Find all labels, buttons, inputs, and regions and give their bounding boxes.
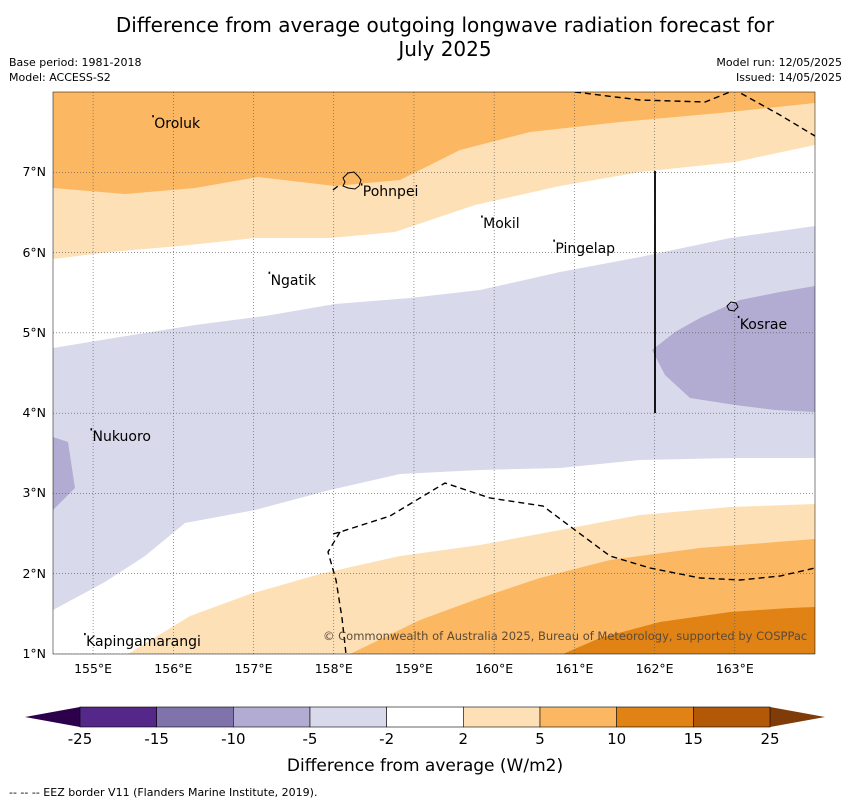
colorbar-tick-label: 5: [535, 730, 545, 748]
longitude-tick-label: 161°E: [555, 661, 594, 676]
colorbar-tick-label: 15: [683, 730, 703, 748]
colorbar-title: Difference from average (W/m2): [286, 756, 564, 776]
eez-border-pohnpei: [332, 185, 339, 191]
longitude-tick-label: 159°E: [394, 661, 433, 676]
place-label-pingelap: Pingelap: [555, 240, 616, 257]
anomaly-band-north-5-10: [53, 92, 815, 194]
colorbar-extend-max: [770, 707, 825, 727]
latitude-tick-label: 3°N: [22, 485, 46, 501]
latitude-tick-label: 7°N: [22, 164, 46, 180]
colorbar-box: [386, 706, 464, 728]
latitude-tick-label: 6°N: [22, 244, 46, 260]
anomaly-field: [53, 92, 815, 654]
issued-label: Issued: 14/05/2025: [735, 71, 842, 84]
place-label-kosrae: Kosrae: [739, 316, 788, 333]
colorbar-tick-label: 25: [760, 730, 780, 748]
place-label-nukuoro: Nukuoro: [92, 429, 151, 446]
anomaly-band-purple-5-2: [53, 226, 815, 610]
colorbar: [25, 706, 825, 728]
place-label-ngatik: Ngatik: [270, 272, 316, 289]
colorbar-box: [463, 706, 541, 728]
colorbar-box: [79, 706, 157, 728]
anomaly-band-south-10-15: [563, 607, 815, 654]
place-label-pohnpei: Pohnpei: [362, 184, 419, 201]
pohnpei-island-outline: [342, 171, 362, 190]
latitude-tick-label: 4°N: [22, 405, 46, 421]
place-marker: [360, 183, 363, 186]
model-run-label: Model run: 12/05/2025: [716, 56, 842, 69]
eez-borders: [327, 92, 815, 654]
model-label: Model: ACCESS-S2: [9, 71, 111, 84]
place-marker: [737, 315, 740, 319]
place-marker: [481, 215, 483, 218]
copyright-notice: © Commonwealth of Australia 2025, Bureau…: [323, 629, 808, 643]
colorbar-tick-label: -15: [144, 730, 169, 748]
chart-title-line-1: Difference from average outgoing longwav…: [115, 13, 775, 37]
colorbar-tick-label: -2: [379, 730, 395, 748]
latitude-tick-label: 1°N: [22, 646, 46, 661]
colorbar-box: [616, 706, 694, 728]
eez-border-north: [574, 92, 815, 137]
eez-border-south-west: [327, 531, 347, 654]
base-period-label: Base period: 1981-2018: [9, 56, 142, 69]
colorbar-extend-min: [25, 707, 80, 727]
eez-border-south-east: [332, 482, 815, 581]
longitude-tick-label: 162°E: [635, 661, 674, 676]
colorbar-box: [156, 706, 234, 728]
place-marker: [268, 271, 271, 274]
place-marker: [553, 239, 555, 242]
colorbar-box: [309, 706, 387, 728]
eez-legend-note: -- -- -- EEZ border V11 (Flanders Marine…: [9, 786, 318, 799]
longitude-tick-label: 158°E: [314, 661, 353, 676]
latitude-tick-label: 2°N: [22, 565, 46, 581]
longitude-tick-label: 157°E: [234, 661, 273, 676]
colorbar-tick-label: -25: [67, 730, 93, 748]
place-marker: [90, 428, 93, 431]
longitude-tick-label: 163°E: [715, 661, 754, 676]
latitude-tick-label: 5°N: [22, 324, 46, 340]
place-label-mokil: Mokil: [483, 216, 520, 233]
colorbar-box: [693, 706, 771, 728]
anomaly-patch-west: [53, 437, 75, 510]
place-markers: [84, 115, 740, 636]
graticule: [53, 92, 815, 654]
place-marker: [84, 632, 86, 636]
place-label-kapingamarangi: Kapingamarangi: [86, 633, 201, 650]
place-label-oroluk: Oroluk: [154, 116, 201, 133]
colorbar-tick-label: -10: [221, 730, 246, 748]
chart-title-line-2: July 2025: [398, 37, 492, 61]
longitude-tick-label: 160°E: [475, 661, 514, 676]
colorbar-box: [539, 706, 617, 728]
longitude-tick-label: 155°E: [74, 661, 113, 676]
place-marker: [152, 115, 154, 118]
colorbar-tick-label: -5: [302, 730, 318, 748]
colorbar-tick-label: 10: [607, 730, 627, 748]
colorbar-box: [233, 706, 311, 728]
kosrae-island-outline: [726, 301, 739, 312]
colorbar-tick-label: 2: [458, 730, 469, 748]
map-frame: [52, 91, 816, 655]
longitude-tick-label: 156°E: [154, 661, 193, 676]
anomaly-patch-kosrae: [652, 286, 815, 412]
